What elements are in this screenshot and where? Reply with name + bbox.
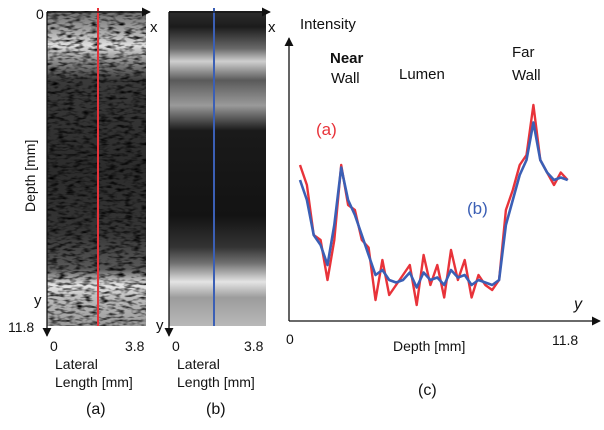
panel-b-lateral-line1: Lateral: [177, 356, 220, 372]
far-wall-line2: Wall: [512, 67, 541, 84]
panel-c-y-axis-title: Intensity: [300, 16, 356, 33]
panel-a-lateral-line2: Length [mm]: [55, 374, 133, 390]
lumen-label: Lumen: [399, 66, 445, 83]
near-wall-line1: Near: [330, 50, 364, 67]
panel-c-plot: [298, 103, 569, 307]
panel-b-lateral-line2: Length [mm]: [177, 374, 255, 390]
panel-c: Intensity Near Wall Lumen Far Wall (a) (…: [284, 16, 601, 399]
near-wall-line2: Wall: [331, 70, 360, 87]
panel-b-caption: (b): [206, 401, 226, 418]
panel-b-y-axis-label: y: [156, 317, 164, 334]
series-a-label: (a): [316, 120, 337, 139]
panel-a-y-bottom-tick: 11.8: [8, 319, 34, 335]
far-wall-line1: Far: [512, 44, 535, 61]
series-b-label: (b): [467, 199, 488, 218]
panel-b-x-tick-left: 0: [172, 338, 180, 354]
panel-c-x-axis-var: y: [573, 296, 583, 313]
panel-a-y-axis-label: y: [34, 292, 42, 309]
series-line-b: [298, 121, 569, 289]
panel-c-origin-label: 0: [286, 331, 294, 347]
panel-a-lateral-line1: Lateral: [55, 356, 98, 372]
panel-a-x-tick-right: 3.8: [125, 338, 145, 354]
panel-a: 0 x y 11.8 Depth [mm] 0 3.8 Lateral Leng…: [8, 6, 158, 418]
panel-b-x-tick-right: 3.8: [244, 338, 264, 354]
panel-c-x-max-label: 11.8: [552, 332, 578, 348]
panel-b-image: [169, 11, 266, 326]
panel-c-x-axis-label: Depth [mm]: [393, 338, 465, 354]
series-line-a: [298, 103, 569, 307]
panel-a-y-top-tick: 0: [36, 6, 44, 22]
panel-a-caption: (a): [86, 401, 106, 418]
panel-b: x y 0 3.8 Lateral Length [mm] (b): [156, 7, 276, 418]
panel-c-caption: (c): [418, 382, 437, 399]
panel-a-x-tick-left: 0: [50, 338, 58, 354]
panel-b-x-axis-label: x: [268, 19, 276, 36]
panel-a-depth-label: Depth [mm]: [22, 140, 38, 212]
panel-a-speckle: [47, 11, 146, 326]
panel-a-x-axis-label: x: [150, 19, 158, 36]
